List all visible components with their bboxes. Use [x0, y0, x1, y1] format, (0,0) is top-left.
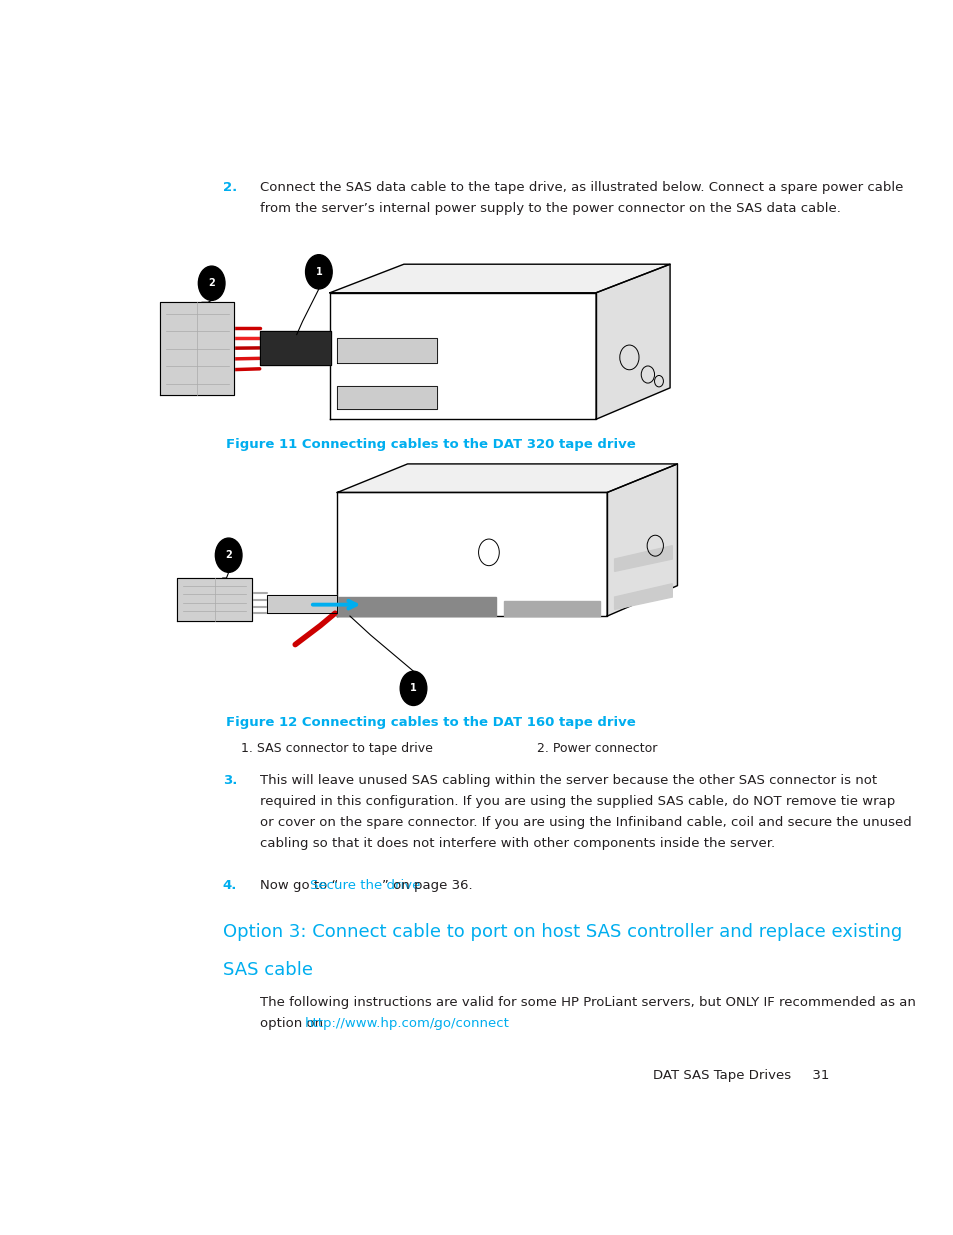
- Text: SAS cable: SAS cable: [222, 961, 313, 979]
- Text: 2: 2: [208, 278, 214, 288]
- Polygon shape: [596, 264, 669, 419]
- Text: option on: option on: [259, 1018, 327, 1030]
- Text: 1. SAS connector to tape drive: 1. SAS connector to tape drive: [241, 741, 433, 755]
- Polygon shape: [176, 578, 252, 621]
- Text: 4.: 4.: [222, 878, 237, 892]
- Polygon shape: [259, 331, 331, 366]
- Circle shape: [215, 538, 242, 572]
- Polygon shape: [337, 338, 436, 363]
- Text: Option 3: Connect cable to port on host SAS controller and replace existing: Option 3: Connect cable to port on host …: [222, 924, 902, 941]
- Text: required in this configuration. If you are using the supplied SAS cable, do NOT : required in this configuration. If you a…: [259, 795, 894, 808]
- Polygon shape: [267, 595, 337, 614]
- Text: 1: 1: [410, 683, 416, 693]
- Text: from the server’s internal power supply to the power connector on the SAS data c: from the server’s internal power supply …: [259, 203, 840, 215]
- Polygon shape: [337, 385, 436, 409]
- Text: 2. Power connector: 2. Power connector: [537, 741, 657, 755]
- Polygon shape: [160, 303, 233, 395]
- Text: The following instructions are valid for some HP ProLiant servers, but ONLY IF r: The following instructions are valid for…: [259, 997, 915, 1009]
- Circle shape: [400, 672, 426, 705]
- Text: Now go to “: Now go to “: [259, 878, 337, 892]
- Polygon shape: [337, 493, 606, 616]
- Text: 2.: 2.: [222, 182, 236, 194]
- Polygon shape: [614, 546, 672, 572]
- Circle shape: [305, 254, 332, 289]
- Polygon shape: [330, 293, 596, 419]
- Polygon shape: [606, 464, 677, 616]
- Text: http://www.hp.com/go/connect: http://www.hp.com/go/connect: [305, 1018, 510, 1030]
- Polygon shape: [337, 597, 496, 616]
- Polygon shape: [337, 464, 677, 493]
- Text: Figure 11 Connecting cables to the DAT 320 tape drive: Figure 11 Connecting cables to the DAT 3…: [226, 438, 636, 451]
- Text: or cover on the spare connector. If you are using the Infiniband cable, coil and: or cover on the spare connector. If you …: [259, 816, 910, 829]
- Text: Figure 12 Connecting cables to the DAT 160 tape drive: Figure 12 Connecting cables to the DAT 1…: [226, 716, 636, 729]
- Text: 2: 2: [225, 551, 232, 561]
- Polygon shape: [614, 584, 672, 609]
- Text: Secure the drive: Secure the drive: [310, 878, 419, 892]
- Text: 3.: 3.: [222, 774, 237, 787]
- Text: This will leave unused SAS cabling within the server because the other SAS conne: This will leave unused SAS cabling withi…: [259, 774, 876, 787]
- Text: cabling so that it does not interfere with other components inside the server.: cabling so that it does not interfere wi…: [259, 836, 774, 850]
- Circle shape: [198, 266, 225, 300]
- Text: DAT SAS Tape Drives     31: DAT SAS Tape Drives 31: [652, 1070, 828, 1082]
- Text: Connect the SAS data cable to the tape drive, as illustrated below. Connect a sp: Connect the SAS data cable to the tape d…: [259, 182, 902, 194]
- Text: 1: 1: [315, 267, 322, 277]
- Polygon shape: [503, 601, 599, 616]
- Polygon shape: [330, 264, 669, 293]
- Text: ” on page 36.: ” on page 36.: [382, 878, 473, 892]
- Text: .: .: [432, 1018, 436, 1030]
